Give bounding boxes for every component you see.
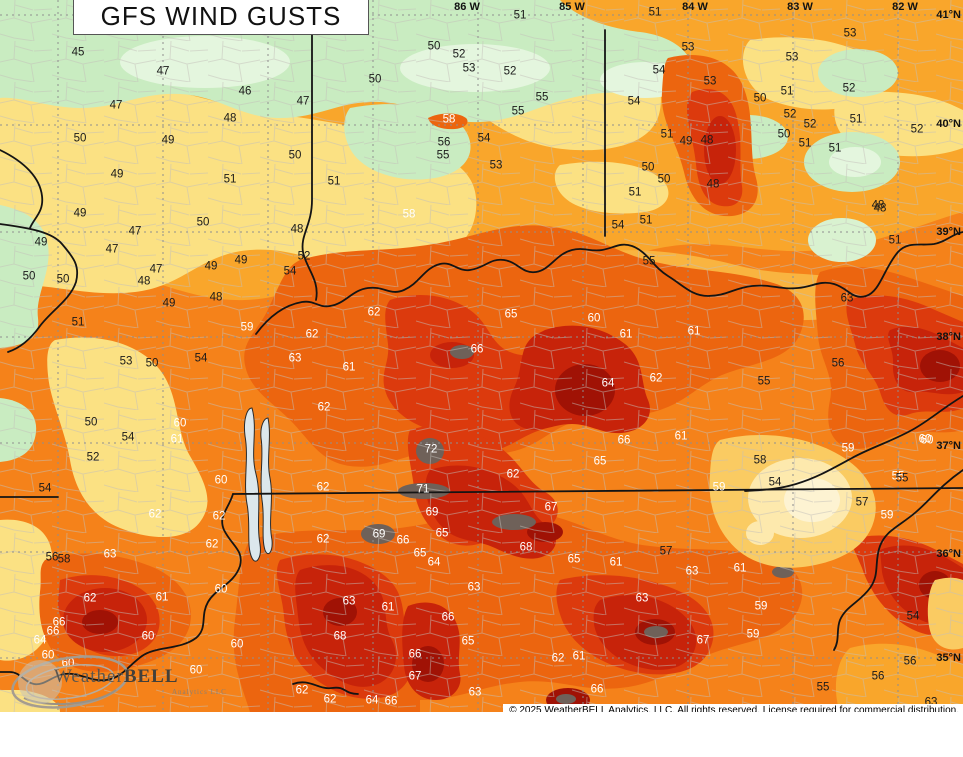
colorbar-band: 1014182226303438424650586468727684921001…	[0, 712, 963, 757]
lon-label: 85 W	[559, 1, 585, 13]
map-title: GFS WIND GUSTS	[100, 1, 342, 31]
lon-label: 84 W	[682, 1, 708, 13]
kentucky-lake	[244, 407, 273, 562]
lat-label: 38°N	[936, 331, 961, 343]
lon-label: 82 W	[892, 1, 918, 13]
gust-filled-contour-map	[0, 0, 963, 712]
lat-label: 36°N	[936, 548, 961, 560]
lon-label: 83 W	[787, 1, 813, 13]
county-lines-texture	[0, 0, 963, 712]
state-borders	[0, 29, 963, 695]
map-title-box: GFS WIND GUSTS	[73, 0, 369, 35]
lat-label: 37°N	[936, 440, 961, 452]
lat-label: 35°N	[936, 652, 961, 664]
lat-label: 40°N	[936, 118, 961, 130]
lat-label: 41°N	[936, 9, 961, 21]
lat-label: 39°N	[936, 226, 961, 238]
latlon-grid	[0, 0, 963, 712]
lon-label: 86 W	[454, 1, 480, 13]
